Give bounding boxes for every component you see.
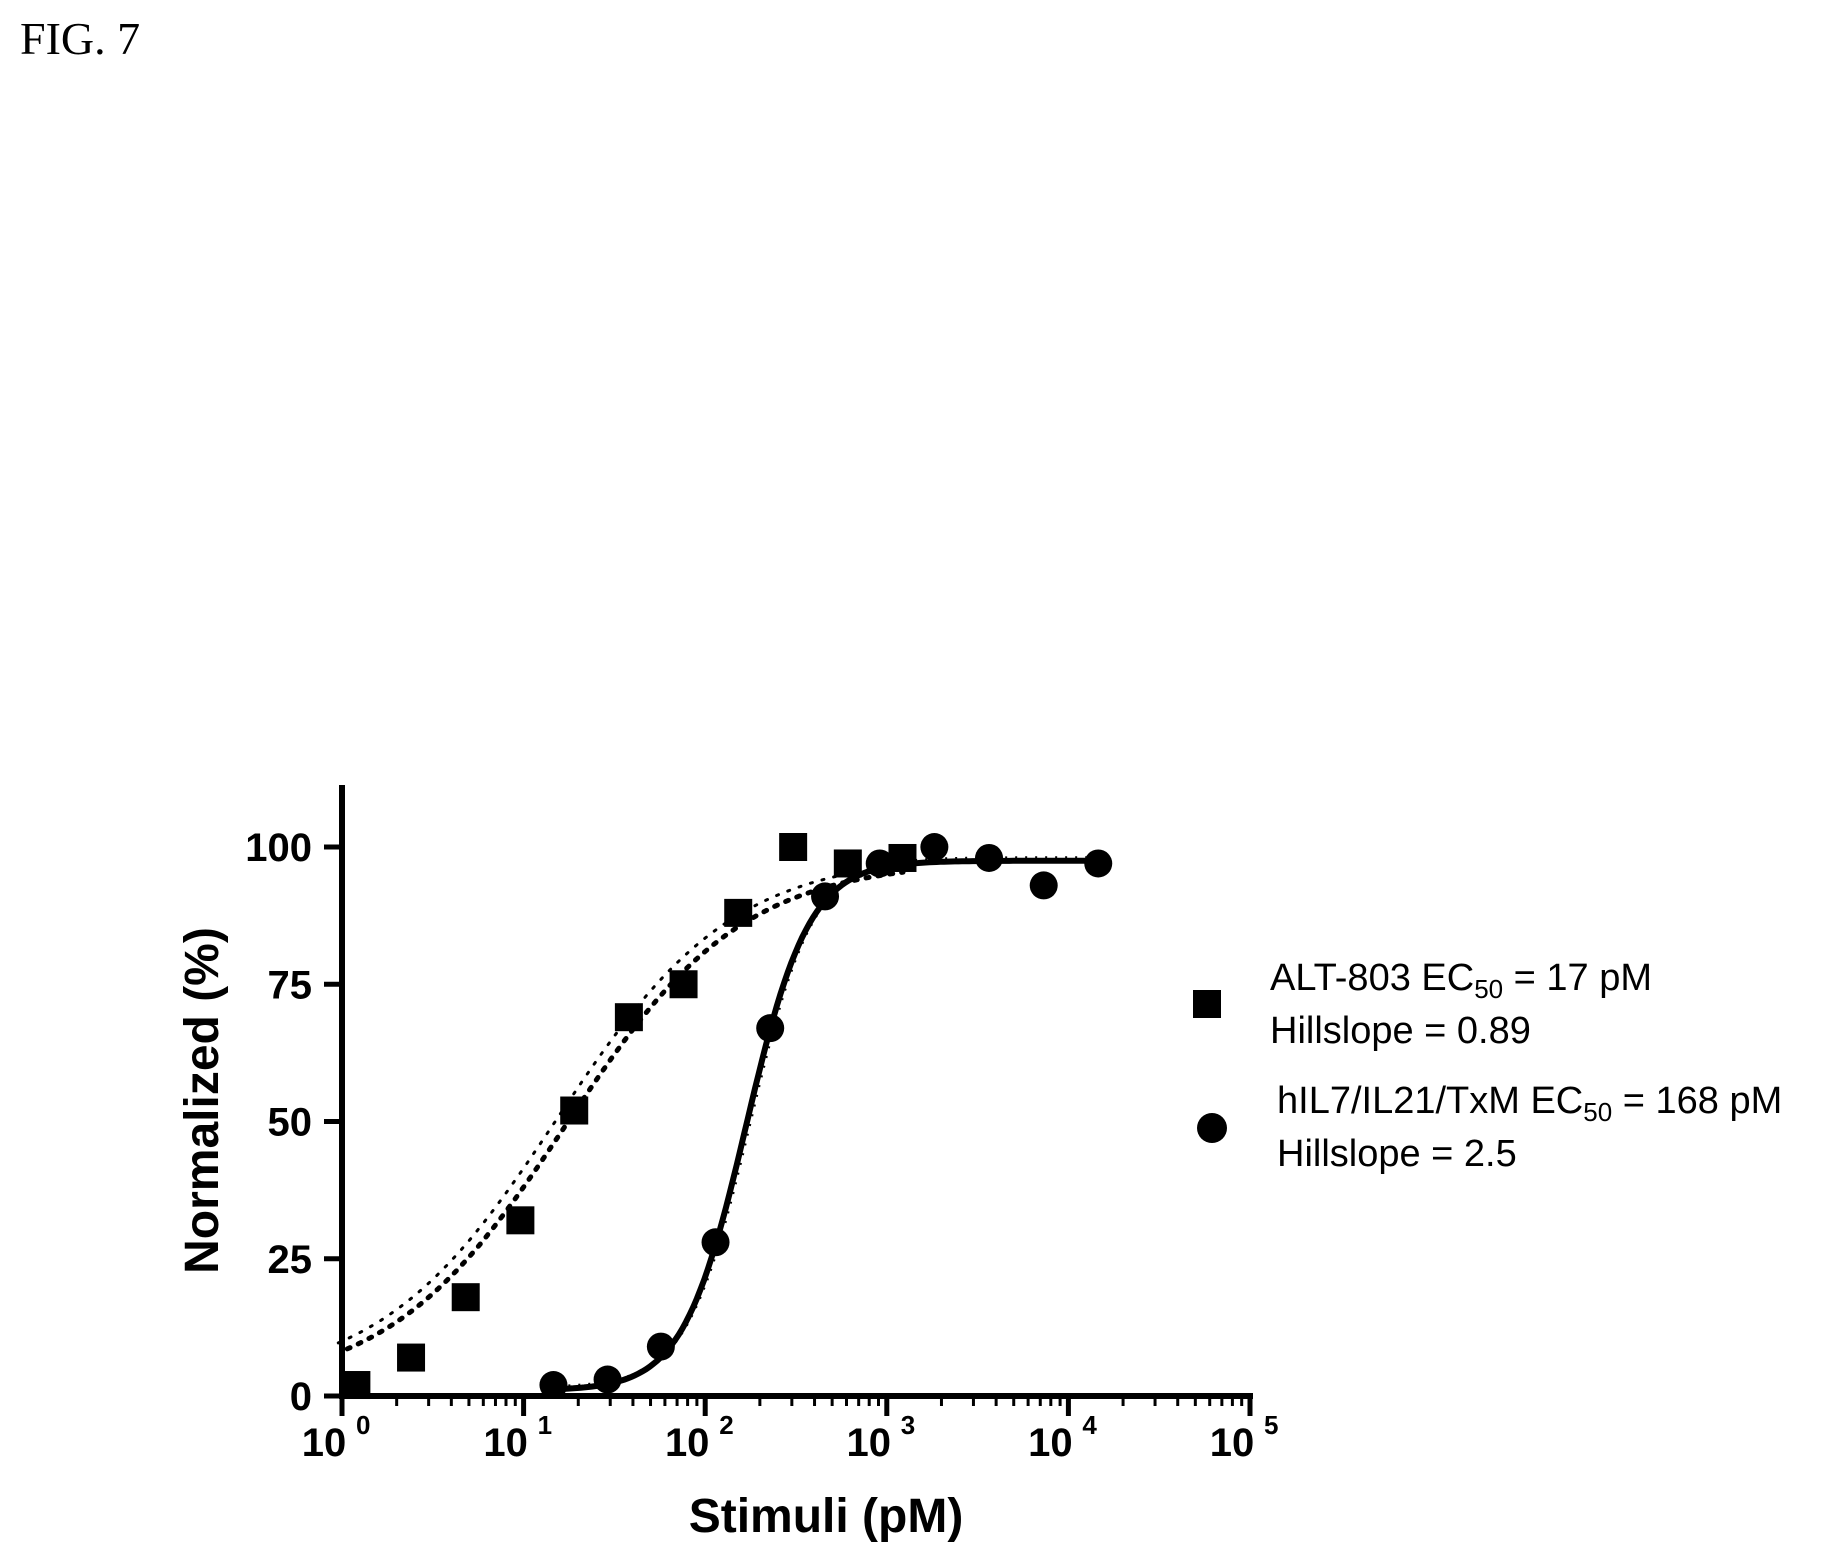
hil7-data-point [865,849,894,878]
x-tick-exponent: 2 [719,1410,733,1440]
alt803-data-point [669,970,698,999]
x-tick-exponent: 4 [1082,1410,1097,1440]
hil7-fit-curve [544,857,1101,1393]
alt803-data-point [506,1206,535,1235]
hil7-data-point [593,1365,622,1394]
alt803-fit-band [336,864,896,1345]
alt803-data-point [451,1283,480,1312]
alt803-legend-label: ALT-803 EC50 = 17 pM [1270,957,1652,1004]
hil7-data-point [920,833,949,861]
alt803-data-point [397,1343,426,1372]
y-tick-label: 50 [268,1101,313,1145]
legend: ALT-803 EC50 = 17 pM Hillslope = 0.89 hIL7… [1193,957,1782,1175]
alt803-data-point [614,1003,643,1032]
hil7-data-point [811,882,840,911]
x-tick-label: 10 [847,1421,892,1465]
alt803-fit-curve [344,869,906,1352]
x-tick-label: 10 [1028,1421,1073,1465]
hil7-data-point [756,1014,785,1043]
hil7-data-point [1029,871,1058,900]
x-axis-title: Stimuli (pM) [689,1490,964,1543]
y-tick-label: 25 [268,1238,313,1282]
alt803-legend-hillslope: Hillslope = 0.89 [1270,1010,1531,1052]
alt803-data-point [724,898,753,927]
x-tick-label: 10 [1210,1421,1255,1465]
alt803-data-point [560,1096,589,1125]
figure-label: FIG. 7 [20,13,141,64]
x-tick-exponent: 0 [356,1410,370,1440]
x-tick-label: 10 [302,1421,347,1465]
hil7-data-point [975,843,1004,872]
x-tick-exponent: 3 [901,1410,915,1440]
alt803-data-point [342,1371,371,1400]
hil7-data-point [646,1332,675,1361]
alt803-data-point [833,849,862,878]
y-tick-label: 0 [290,1375,312,1419]
y-tick-label: 100 [245,826,312,870]
hil7-data-point [701,1228,730,1257]
x-tick-exponent: 1 [538,1410,552,1440]
hil7-legend-label: hIL7/IL21/TxM EC50 = 168 pM [1277,1080,1782,1127]
hil7-fit-band [548,856,1105,1389]
x-tick-label: 10 [483,1421,528,1465]
data-points [342,833,1113,1400]
alt803-legend-marker [1193,990,1221,1018]
hil7-data-point [1084,849,1113,878]
alt803-data-point [779,833,808,861]
y-tick-label: 75 [268,963,313,1007]
y-axis-title: Normalized (%) [176,927,229,1274]
hil7-data-point [539,1371,568,1400]
x-tick-exponent: 5 [1264,1410,1278,1440]
hil7-legend-marker [1197,1113,1227,1143]
hil7-legend-hillslope: Hillslope = 2.5 [1277,1133,1517,1175]
x-tick-label: 10 [665,1421,710,1465]
